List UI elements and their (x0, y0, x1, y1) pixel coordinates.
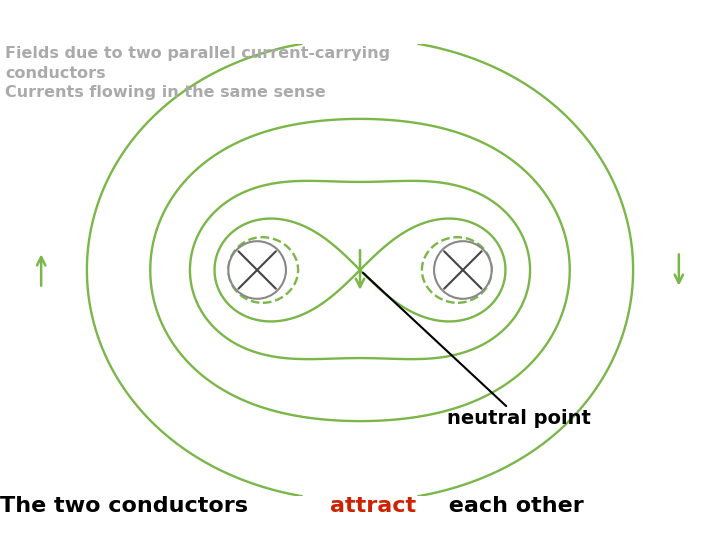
Text: neutral point: neutral point (363, 273, 591, 428)
Text: each other: each other (441, 496, 584, 516)
Circle shape (228, 241, 286, 299)
Text: Fields due to two parallel current-carrying
conductors
Currents flowing in the s: Fields due to two parallel current-carry… (5, 46, 390, 100)
Circle shape (434, 241, 492, 299)
Text: attract: attract (330, 496, 416, 516)
Text: The two conductors: The two conductors (0, 496, 256, 516)
